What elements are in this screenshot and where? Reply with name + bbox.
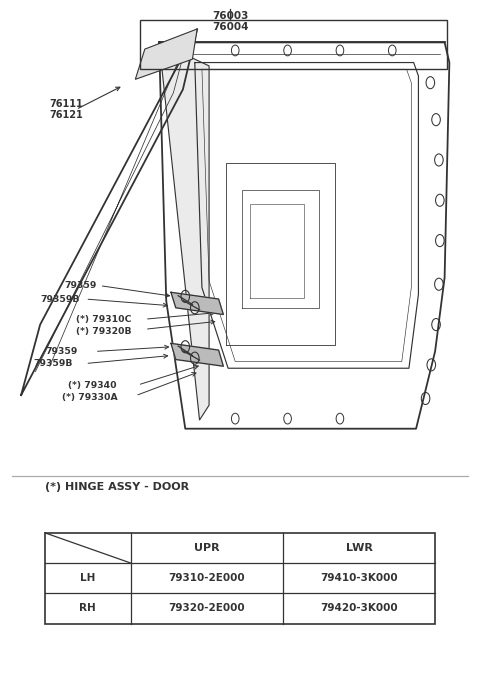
Polygon shape	[135, 29, 197, 79]
Polygon shape	[159, 43, 209, 420]
Text: (*) HINGE ASSY - DOOR: (*) HINGE ASSY - DOOR	[45, 482, 189, 492]
Text: 76111
76121: 76111 76121	[49, 99, 84, 120]
Bar	[140, 20, 447, 69]
Text: (*) 79320B: (*) 79320B	[76, 327, 132, 336]
Text: 79359: 79359	[45, 347, 77, 356]
Text: (*) 79340: (*) 79340	[68, 381, 116, 389]
Text: 79310-2E000: 79310-2E000	[168, 573, 245, 583]
Text: LWR: LWR	[346, 543, 372, 553]
Text: (*) 79330A: (*) 79330A	[61, 393, 117, 402]
Bar	[45, 533, 435, 623]
Text: RH: RH	[80, 604, 96, 613]
Text: UPR: UPR	[194, 543, 220, 553]
Polygon shape	[171, 292, 223, 314]
Text: LH: LH	[80, 573, 96, 583]
Text: (*) 79310C: (*) 79310C	[76, 315, 132, 324]
Polygon shape	[171, 343, 223, 366]
Text: 79320-2E000: 79320-2E000	[168, 604, 245, 613]
Text: 79420-3K000: 79420-3K000	[320, 604, 398, 613]
Text: 79359: 79359	[64, 281, 96, 290]
Text: 79359B: 79359B	[40, 295, 80, 304]
Text: 79410-3K000: 79410-3K000	[320, 573, 398, 583]
Text: 76003
76004: 76003 76004	[212, 11, 249, 32]
Text: 79359B: 79359B	[33, 359, 72, 368]
